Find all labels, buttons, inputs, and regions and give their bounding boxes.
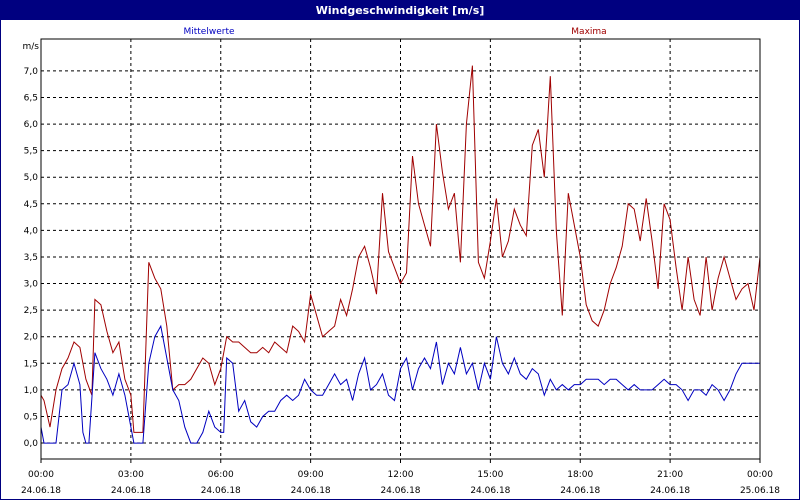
x-tick-time: 00:00	[747, 470, 773, 480]
y-tick-label: 1,0	[24, 386, 39, 396]
y-tick-label: 4,0	[24, 226, 39, 236]
series-lines	[40, 65, 761, 444]
x-tick-date: 24.06.18	[560, 486, 600, 496]
legend-entry-max: Maxima	[571, 27, 606, 37]
chart-title: Windgeschwindigkeit [m/s]	[1, 1, 799, 20]
y-tick-label: 1,5	[24, 359, 38, 369]
x-tick-date: 25.06.18	[740, 486, 780, 496]
series-line-mean	[40, 324, 760, 444]
x-tick-time: 00:00	[28, 470, 54, 480]
plot-area-border	[40, 38, 761, 460]
series-line-max	[40, 65, 761, 433]
x-tick-time: 12:00	[388, 470, 414, 480]
x-tick-date: 24.06.18	[111, 486, 151, 496]
x-tick-time: 09:00	[298, 470, 324, 480]
y-tick-label: 4,5	[24, 200, 38, 210]
y-tick-label: 0,5	[24, 412, 38, 422]
y-tick-label: 0,0	[24, 439, 39, 449]
x-tick-date: 24.06.18	[291, 486, 331, 496]
x-tick-time: 06:00	[208, 470, 234, 480]
legend-entry-mean: Mittelwerte	[183, 27, 234, 37]
grid	[41, 39, 760, 459]
y-tick-label: 7,0	[24, 67, 39, 77]
x-tick-date: 24.06.18	[21, 486, 61, 496]
y-tick-label: 5,5	[24, 147, 38, 157]
x-tick-date: 24.06.18	[201, 486, 241, 496]
x-axis: 00:00 24.06.18 03:00 24.06.18 06:00 24.06.18 0…	[21, 459, 780, 496]
y-tick-label: 6,0	[24, 120, 39, 130]
y-axis: 0,0 0,5 1,0 1,5 2,0 2,5 3,0 3,5 4,0 4,5 5,0 5,5 6,0 6…	[24, 67, 39, 449]
x-tick-time: 18:00	[567, 470, 593, 480]
y-tick-label: 3,5	[24, 253, 38, 263]
y-tick-label: 2,0	[24, 333, 39, 343]
x-tick-date: 24.06.18	[650, 486, 690, 496]
x-tick-time: 03:00	[118, 470, 144, 480]
x-tick-time: 21:00	[657, 470, 683, 480]
y-tick-label: 2,5	[24, 306, 38, 316]
y-tick-label: 3,0	[24, 280, 39, 290]
x-tick-date: 24.06.18	[380, 486, 420, 496]
x-tick-time: 15:00	[477, 470, 503, 480]
y-tick-label: 5,0	[24, 173, 39, 183]
y-axis-label: m/s	[23, 42, 40, 52]
y-tick-label: 6,5	[24, 93, 38, 103]
x-tick-date: 24.06.18	[470, 486, 510, 496]
